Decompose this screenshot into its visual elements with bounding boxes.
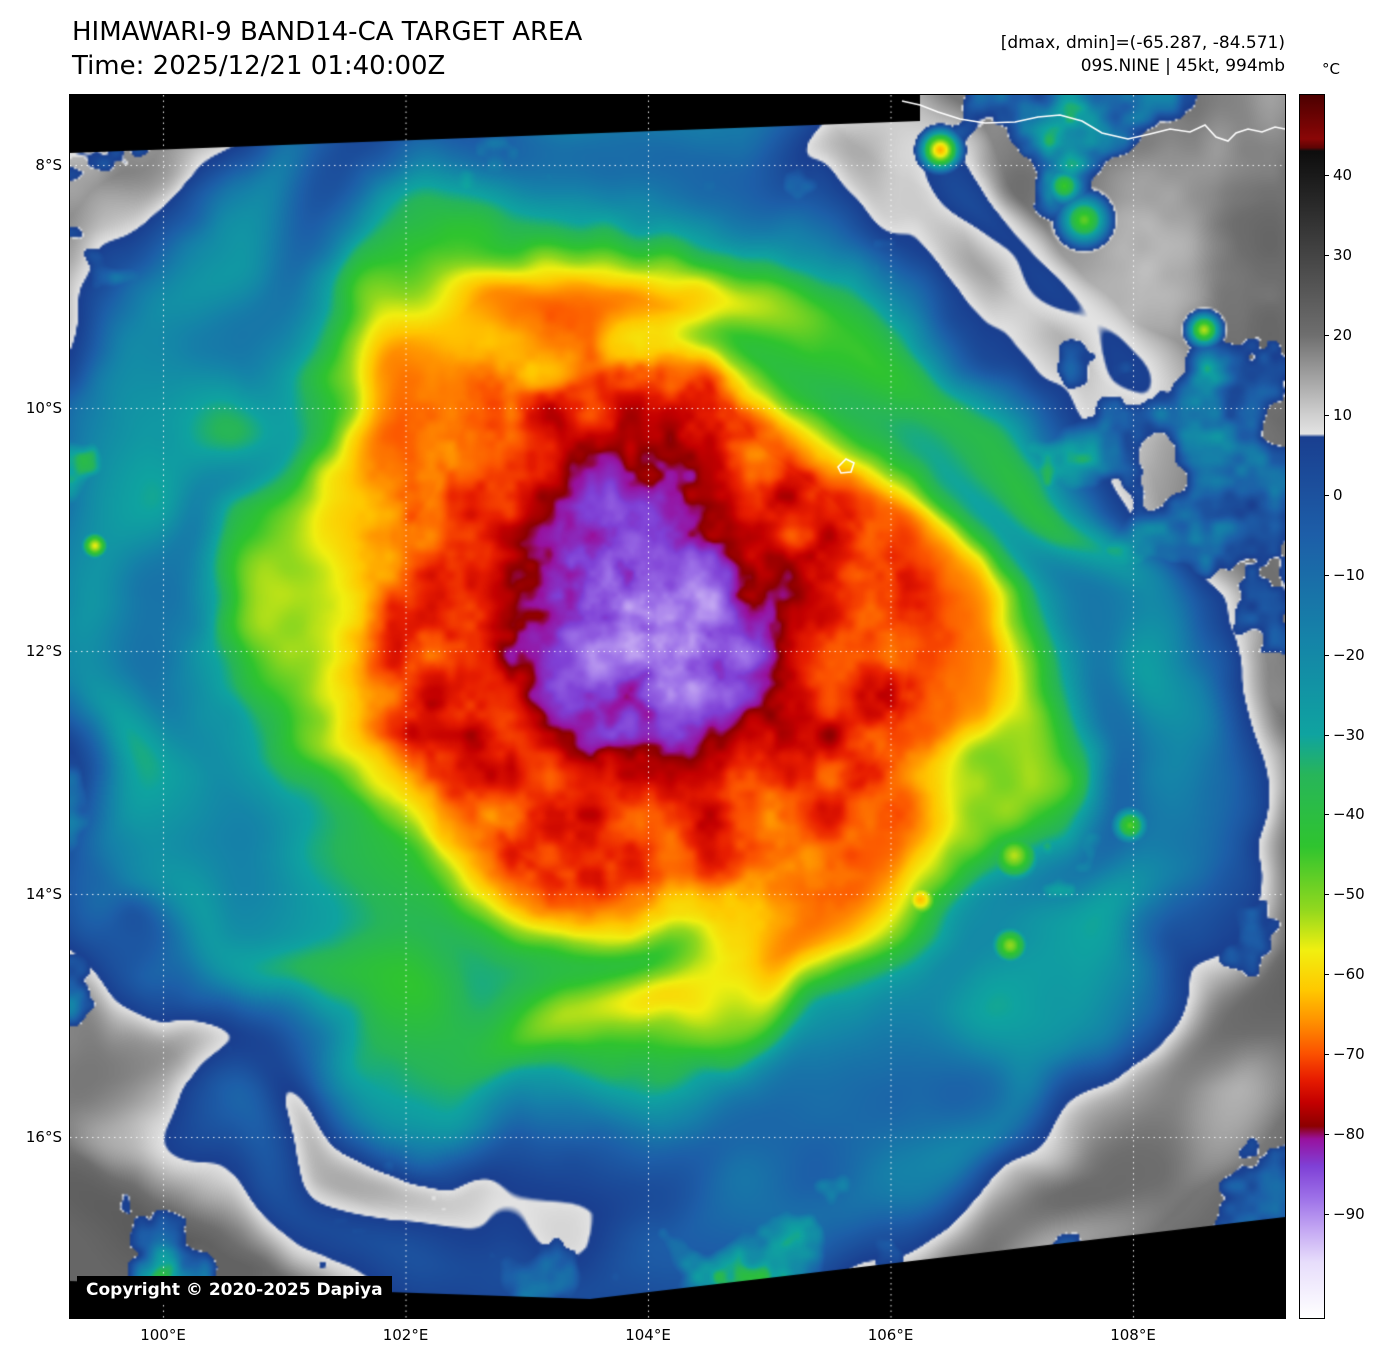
- colorbar-tick-mark: [1324, 574, 1329, 576]
- colorbar-tick-label: 0: [1333, 485, 1343, 504]
- colorbar-tick-label: −10: [1333, 565, 1365, 584]
- dmax-dmin-label: [dmax, dmin]=(-65.287, -84.571): [1000, 33, 1285, 53]
- colorbar-tick-mark: [1324, 814, 1329, 816]
- lat-tick-label: 10°S: [25, 399, 62, 417]
- colorbar-tick-label: −30: [1333, 725, 1365, 744]
- colorbar-tick-label: −60: [1333, 965, 1365, 984]
- copyright-label: Copyright © 2020-2025 Dapiya: [77, 1276, 392, 1304]
- lat-tick-label: 12°S: [25, 642, 62, 660]
- colorbar-tick-mark: [1324, 734, 1329, 736]
- colorbar-tick-mark: [1324, 334, 1329, 336]
- satellite-map: Copyright © 2020-2025 Dapiya: [70, 95, 1285, 1318]
- storm-info-label: 09S.NINE | 45kt, 994mb: [1080, 56, 1285, 76]
- colorbar-tick-mark: [1324, 1134, 1329, 1136]
- lon-tick-label: 102°E: [382, 1326, 429, 1344]
- colorbar-tick-mark: [1324, 174, 1329, 176]
- figure-time-label: Time: 2025/12/21 01:40:00Z: [72, 51, 446, 81]
- lat-tick-label: 16°S: [25, 1128, 62, 1146]
- colorbar-unit-label: °C: [1322, 60, 1340, 78]
- colorbar-tick-mark: [1324, 494, 1329, 496]
- lat-tick-label: 14°S: [25, 885, 62, 903]
- colorbar-tick-label: 10: [1333, 405, 1353, 424]
- satellite-image-canvas: [70, 95, 1285, 1318]
- colorbar-tick-mark: [1324, 894, 1329, 896]
- colorbar-tick-label: 30: [1333, 245, 1353, 264]
- colorbar-tick-label: −50: [1333, 885, 1365, 904]
- colorbar-tick-label: −80: [1333, 1125, 1365, 1144]
- colorbar-tick-mark: [1324, 974, 1329, 976]
- lon-tick-label: 100°E: [140, 1326, 186, 1344]
- colorbar-tick-label: −20: [1333, 645, 1365, 664]
- colorbar: [1300, 95, 1324, 1318]
- colorbar-tick-label: 40: [1333, 165, 1353, 184]
- colorbar-tick-mark: [1324, 254, 1329, 256]
- colorbar-tick-label: −90: [1333, 1205, 1365, 1224]
- colorbar-tick-label: −70: [1333, 1045, 1365, 1064]
- figure-title: HIMAWARI-9 BAND14-CA TARGET AREA: [72, 17, 583, 47]
- colorbar-tick-mark: [1324, 1054, 1329, 1056]
- colorbar-tick-mark: [1324, 414, 1329, 416]
- colorbar-tick-mark: [1324, 654, 1329, 656]
- lon-tick-label: 104°E: [625, 1326, 671, 1344]
- lat-tick-label: 8°S: [35, 156, 62, 174]
- colorbar-tick-label: 20: [1333, 325, 1353, 344]
- lon-tick-label: 106°E: [867, 1326, 914, 1344]
- lon-tick-label: 108°E: [1110, 1326, 1156, 1344]
- colorbar-tick-mark: [1324, 1214, 1329, 1216]
- colorbar-tick-label: −40: [1333, 805, 1365, 824]
